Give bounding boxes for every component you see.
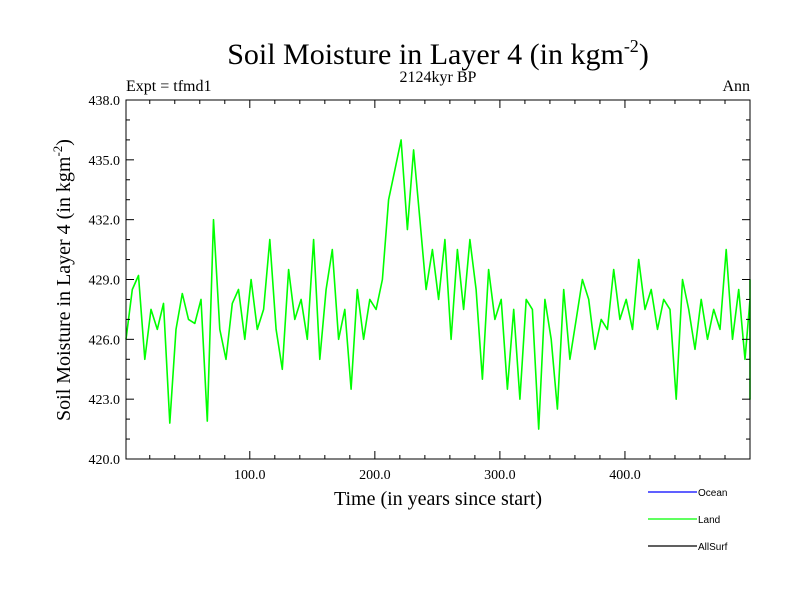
plot-frame: [125, 99, 751, 460]
x-tick-label: 200.0: [359, 468, 391, 483]
series-layer: [125, 139, 751, 430]
x-tick-label: 400.0: [609, 468, 641, 483]
chart-subtitle: 2124kyr BP: [400, 69, 477, 86]
y-tick-label: 426.0: [89, 333, 121, 348]
chart-title-sup: -2: [624, 36, 639, 56]
y-tick-label: 438.0: [89, 94, 121, 109]
series-line-land: [125, 139, 751, 430]
y-tick-label: 429.0: [89, 274, 121, 289]
legend: Ocean Land AllSurf: [648, 488, 728, 553]
y-tick-label: 435.0: [89, 154, 121, 169]
y-tick-label: 423.0: [89, 393, 121, 408]
x-tick-label: 300.0: [484, 468, 516, 483]
y-tick-label: 432.0: [89, 214, 121, 229]
y-axis-label-end: ): [53, 139, 75, 146]
legend-label-ocean: Ocean: [698, 488, 727, 499]
y-tick-label: 420.0: [89, 453, 121, 468]
legend-label-allsurf: AllSurf: [698, 542, 728, 553]
y-axis-label: Soil Moisture in Layer 4 (in kgm-2): [50, 139, 75, 421]
x-axis-label: Time (in years since start): [334, 488, 542, 510]
legend-label-land: Land: [698, 515, 720, 526]
chart-title-end: ): [639, 38, 649, 71]
experiment-label: Expt = tfmd1: [126, 78, 211, 95]
ticks-layer: 420.0 423.0 426.0 429.0 432.0 435.0 438.0 100.0…: [89, 94, 750, 483]
chart-title: Soil Moisture in Layer 4 (in kgm-2): [227, 36, 649, 71]
y-axis-label-sup: -2: [50, 146, 65, 157]
x-tick-label: 100.0: [234, 468, 266, 483]
season-label: Ann: [722, 78, 750, 95]
